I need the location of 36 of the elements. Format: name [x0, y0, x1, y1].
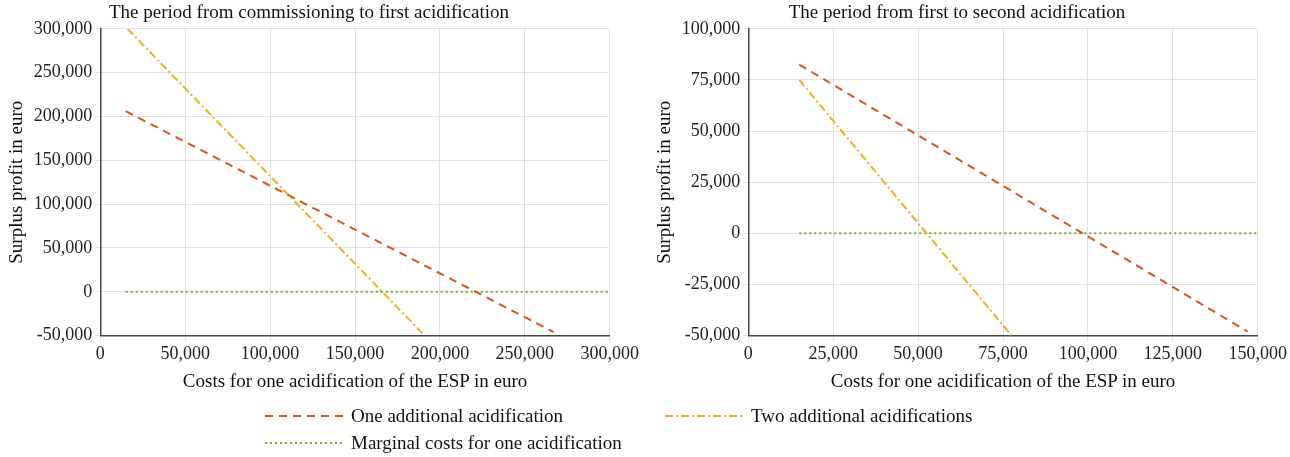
y-axis-title: Surplus profit in euro: [653, 100, 675, 264]
y-tick-label: -25,000: [684, 273, 741, 294]
legend-label: Two additional acidifications: [751, 404, 973, 427]
x-tick-label: 250,000: [495, 343, 555, 364]
legend-label: One additional acidification: [351, 404, 564, 427]
y-tick-label: 100,000: [33, 192, 93, 213]
x-tick-label: 50,000: [160, 343, 210, 364]
y-tick-label: 25,000: [690, 170, 741, 191]
y-tick-label: 250,000: [33, 61, 93, 82]
x-tick-label: 100,000: [1058, 343, 1118, 364]
x-tick-label: 150,000: [325, 343, 385, 364]
x-tick-label: 25,000: [808, 343, 858, 364]
x-tick-label: 150,000: [1228, 343, 1287, 364]
y-tick-label: 50,000: [42, 236, 93, 257]
y-tick-label: 0: [83, 280, 93, 301]
y-tick-label: 75,000: [690, 68, 741, 89]
x-tick-label: 50,000: [893, 343, 943, 364]
y-tick-label: 0: [731, 222, 741, 243]
x-tick-label: 75,000: [978, 343, 1028, 364]
chart-title: The period from first to second acidification: [788, 1, 1126, 23]
y-tick-label: 200,000: [33, 105, 93, 126]
y-axis-title: Surplus profit in euro: [5, 100, 27, 264]
x-axis-title: Costs for one acidification of the ESP in euro: [830, 369, 1176, 391]
y-tick-label: 50,000: [690, 119, 741, 140]
chart-title: The period from commissioning to first acidification: [109, 1, 510, 23]
y-tick-label: 100,000: [681, 17, 741, 38]
y-tick-label: -50,000: [36, 324, 93, 345]
x-tick-label: 125,000: [1143, 343, 1203, 364]
x-tick-label: 100,000: [240, 343, 300, 364]
x-tick-label: 300,000: [580, 343, 639, 364]
x-axis-title: Costs for one acidification of the ESP in euro: [182, 369, 528, 391]
y-tick-label: 300,000: [33, 17, 93, 38]
legend-label: Marginal costs for one acidification: [351, 431, 622, 454]
y-tick-label: -50,000: [684, 324, 741, 345]
y-tick-label: 150,000: [33, 149, 93, 170]
x-tick-label: 200,000: [410, 343, 470, 364]
